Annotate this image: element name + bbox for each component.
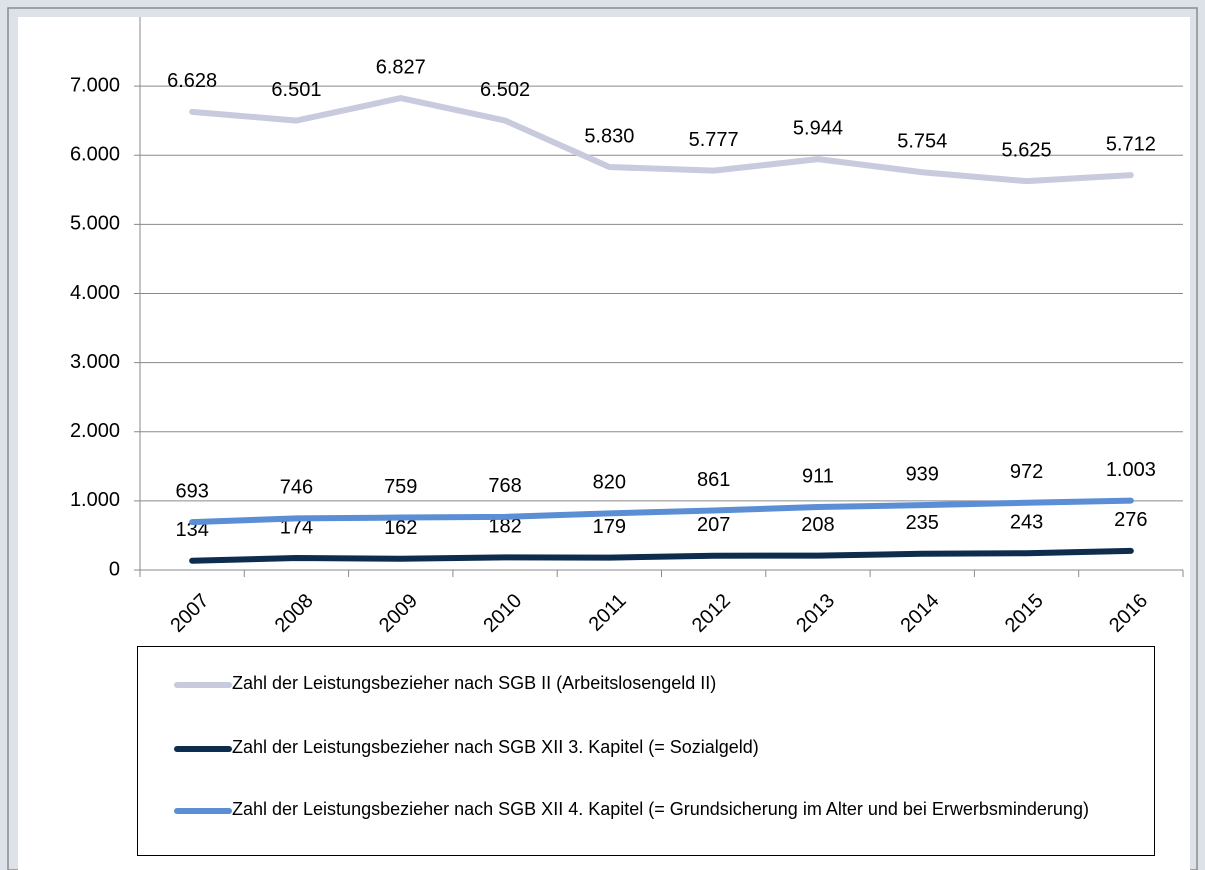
data-label: 243 (1010, 511, 1043, 533)
data-label: 5.944 (793, 117, 843, 139)
data-label: 276 (1114, 509, 1147, 531)
legend-label: Zahl der Leistungsbezieher nach SGB II (… (232, 673, 717, 693)
data-label: 939 (906, 463, 939, 485)
y-tick-label: 5.000 (70, 213, 120, 235)
y-tick-label: 2.000 (70, 420, 120, 442)
data-label: 6.628 (167, 70, 217, 92)
y-tick-label: 7.000 (70, 74, 120, 96)
y-tick-label: 4.000 (70, 282, 120, 304)
y-tick-label: 6.000 (70, 144, 120, 166)
data-label: 182 (488, 516, 521, 538)
data-label: 5.777 (689, 129, 739, 151)
data-label: 693 (175, 480, 208, 502)
data-label: 759 (384, 476, 417, 498)
data-label: 235 (906, 512, 939, 534)
data-label: 5.754 (897, 131, 947, 153)
data-label: 174 (280, 516, 313, 538)
data-label: 5.830 (584, 125, 634, 147)
data-label: 820 (593, 472, 626, 494)
y-tick-label: 3.000 (70, 351, 120, 373)
frame (7, 7, 1198, 870)
data-label: 6.501 (271, 79, 321, 101)
data-label: 861 (697, 469, 730, 491)
data-label: 911 (802, 465, 834, 487)
data-label: 1.003 (1106, 459, 1156, 481)
series-line (189, 497, 1134, 526)
legend-swatch (174, 808, 232, 814)
data-label: 179 (593, 516, 626, 538)
legend-label: Zahl der Leistungsbezieher nach SGB XII … (232, 737, 759, 757)
data-label: 6.502 (480, 79, 530, 101)
data-label: 207 (697, 514, 730, 536)
series-line (189, 547, 1134, 564)
y-tick-label: 0 (109, 558, 120, 580)
legend-swatch (174, 682, 232, 688)
data-label: 972 (1010, 461, 1043, 483)
legend-label: Zahl der Leistungsbezieher nach SGB XII … (232, 799, 1089, 819)
data-label: 162 (384, 517, 417, 539)
data-label: 746 (280, 477, 313, 499)
data-label: 6.827 (376, 56, 426, 78)
legend-entry: Zahl der Leistungsbezieher nach SGB XII … (174, 737, 1134, 758)
legend-entry: Zahl der Leistungsbezieher nach SGB II (… (174, 673, 1134, 694)
data-label: 208 (801, 514, 834, 536)
series-line (189, 95, 1134, 185)
data-label: 768 (488, 475, 521, 497)
legend-entry: Zahl der Leistungsbezieher nach SGB XII … (174, 799, 1134, 820)
data-label: 5.625 (1002, 139, 1052, 161)
legend-swatch (174, 746, 232, 752)
y-tick-label: 1.000 (70, 489, 120, 511)
legend: Zahl der Leistungsbezieher nach SGB II (… (137, 646, 1155, 856)
data-label: 5.712 (1106, 133, 1156, 155)
